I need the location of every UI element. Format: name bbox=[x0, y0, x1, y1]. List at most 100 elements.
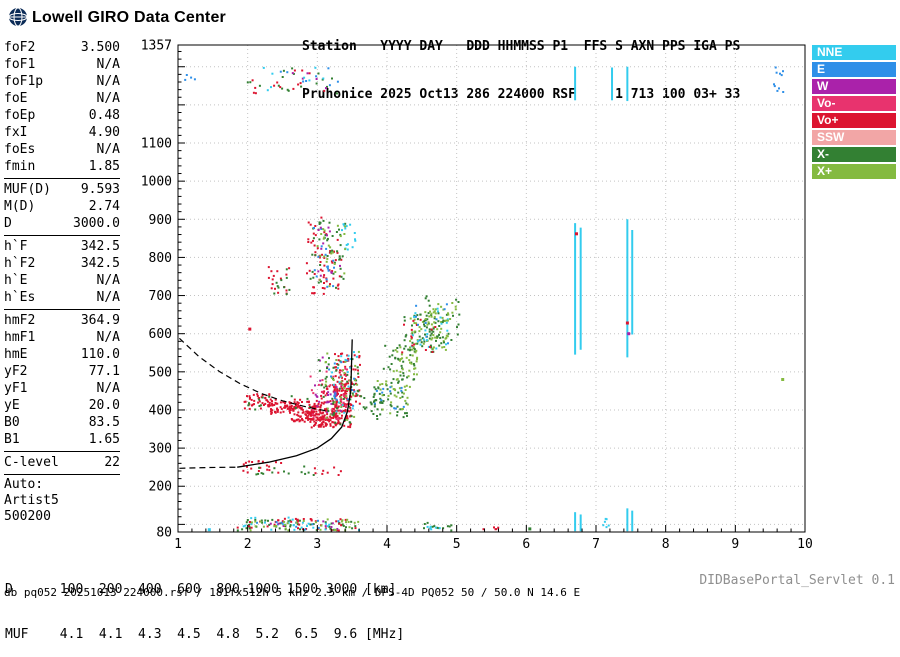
param-label: foE bbox=[4, 91, 28, 106]
param-row: foE N/A bbox=[4, 90, 120, 107]
param-label: foEs bbox=[4, 142, 36, 157]
param-label: fmin bbox=[4, 159, 36, 174]
param-value: N/A bbox=[96, 273, 120, 288]
y-tick-label: 200 bbox=[149, 480, 172, 495]
param-row: foEs N/A bbox=[4, 141, 120, 158]
param-value: 22 bbox=[104, 455, 120, 470]
y-tick-label: 1357 bbox=[141, 39, 172, 54]
y-tick-label: 600 bbox=[149, 327, 172, 342]
station-header-values: Pruhonice 2025 Oct13 286 224000 RSF 1 71… bbox=[302, 87, 741, 102]
muf-table: D 100 200 400 600 800 1000 1500 3000 [km… bbox=[5, 552, 404, 657]
legend-item-w: W bbox=[812, 79, 896, 94]
giro-globe-icon bbox=[8, 7, 28, 27]
y-tick-label: 300 bbox=[149, 442, 172, 457]
x-tick-label: 2 bbox=[244, 537, 252, 552]
param-row: yF2 77.1 bbox=[4, 363, 120, 380]
param-label: foF1 bbox=[4, 57, 36, 72]
param-row: M(D) 2.74 bbox=[4, 198, 120, 215]
param-label: MUF(D) bbox=[4, 182, 51, 197]
param-row: hmE 110.0 bbox=[4, 346, 120, 363]
x-tick-label: 5 bbox=[453, 537, 461, 552]
y-tick-label: 80 bbox=[156, 526, 172, 541]
param-value: 1.65 bbox=[88, 432, 120, 447]
y-tick-label: 500 bbox=[149, 365, 172, 380]
y-tick-label: 900 bbox=[149, 213, 172, 228]
panel-divider bbox=[4, 235, 120, 236]
legend-item-vo: Vo+ bbox=[812, 113, 896, 128]
param-label: foF1p bbox=[4, 74, 44, 89]
param-row: yE 20.0 bbox=[4, 397, 120, 414]
param-row: h`Es N/A bbox=[4, 289, 120, 306]
legend: NNE E W Vo- Vo+ SSW X- X+ bbox=[812, 45, 896, 181]
param-value: 2.74 bbox=[88, 199, 120, 214]
legend-item-nne: NNE bbox=[812, 45, 896, 60]
param-row: foF1p N/A bbox=[4, 73, 120, 90]
legend-item-x: X+ bbox=[812, 164, 896, 179]
station-header-columns: Station YYYY DAY DDD HHMMSS P1 FFS S AXN… bbox=[302, 39, 741, 54]
station-header: Station YYYY DAY DDD HHMMSS P1 FFS S AXN… bbox=[302, 7, 740, 119]
muf-transmission-curve bbox=[178, 337, 326, 412]
param-value: 83.5 bbox=[88, 415, 120, 430]
param-value: 1.85 bbox=[88, 159, 120, 174]
param-label: hmF2 bbox=[4, 313, 36, 328]
param-value: N/A bbox=[96, 74, 120, 89]
param-row: foF1 N/A bbox=[4, 56, 120, 73]
auto-line: Auto: bbox=[4, 477, 44, 492]
x-tick-label: 6 bbox=[522, 537, 530, 552]
x-tick-label: 7 bbox=[592, 537, 600, 552]
param-row: fmin 1.85 bbox=[4, 158, 120, 175]
x-tick-label: 9 bbox=[731, 537, 739, 552]
plot-frame bbox=[177, 44, 806, 533]
param-label: yF1 bbox=[4, 381, 28, 396]
param-label: fxI bbox=[4, 125, 28, 140]
param-label: M(D) bbox=[4, 199, 36, 214]
param-label: C-level bbox=[4, 455, 59, 470]
param-row: h`F 342.5 bbox=[4, 238, 120, 255]
x-tick-label: 4 bbox=[383, 537, 391, 552]
muf-row: MUF 4.1 4.1 4.3 4.5 4.8 5.2 6.5 9.6 [MHz… bbox=[5, 627, 405, 642]
x-tick-label: 8 bbox=[662, 537, 670, 552]
param-row: h`F2 342.5 bbox=[4, 255, 120, 272]
y-tick-label: 1100 bbox=[141, 137, 172, 152]
param-value: N/A bbox=[96, 381, 120, 396]
param-row: B0 83.5 bbox=[4, 414, 120, 431]
param-label: foEp bbox=[4, 108, 36, 123]
distance-row: D 100 200 400 600 800 1000 1500 3000 [km… bbox=[5, 582, 397, 597]
auto-line: Artist5 bbox=[4, 493, 59, 508]
legend-item-ssw: SSW bbox=[812, 130, 896, 145]
param-row: C-level 22 bbox=[4, 454, 120, 471]
param-row: foF2 3.500 bbox=[4, 39, 120, 56]
y-tick-label: 1000 bbox=[141, 175, 172, 190]
profile-curve bbox=[237, 339, 353, 468]
param-row: fxI 4.90 bbox=[4, 124, 120, 141]
legend-item-x: X- bbox=[812, 147, 896, 162]
param-label: B1 bbox=[4, 432, 20, 447]
param-label: hmF1 bbox=[4, 330, 36, 345]
param-value: N/A bbox=[96, 57, 120, 72]
sub-fmin-profile-curve bbox=[179, 466, 238, 469]
panel-divider bbox=[4, 451, 120, 452]
param-value: 77.1 bbox=[88, 364, 120, 379]
param-row: h`E N/A bbox=[4, 272, 120, 289]
auto-line: 500200 bbox=[4, 509, 51, 524]
param-label: h`E bbox=[4, 273, 28, 288]
param-value: 342.5 bbox=[80, 256, 120, 271]
legend-item-e: E bbox=[812, 62, 896, 77]
param-label: h`Es bbox=[4, 290, 36, 305]
param-label: foF2 bbox=[4, 40, 36, 55]
param-label: yF2 bbox=[4, 364, 28, 379]
panel-divider bbox=[4, 309, 120, 310]
y-tick-label: 400 bbox=[149, 403, 172, 418]
servlet-version: DIDBasePortal_Servlet 0.1 bbox=[699, 573, 895, 588]
param-value: N/A bbox=[96, 330, 120, 345]
param-value: N/A bbox=[96, 91, 120, 106]
param-value: 364.9 bbox=[80, 313, 120, 328]
param-value: N/A bbox=[96, 142, 120, 157]
x-tick-label: 3 bbox=[313, 537, 321, 552]
panel-divider bbox=[4, 178, 120, 179]
param-label: D bbox=[4, 216, 12, 231]
param-value: 0.48 bbox=[88, 108, 120, 123]
legend-item-vo: Vo- bbox=[812, 96, 896, 111]
x-tick-label: 1 bbox=[174, 537, 182, 552]
param-value: 110.0 bbox=[80, 347, 120, 362]
